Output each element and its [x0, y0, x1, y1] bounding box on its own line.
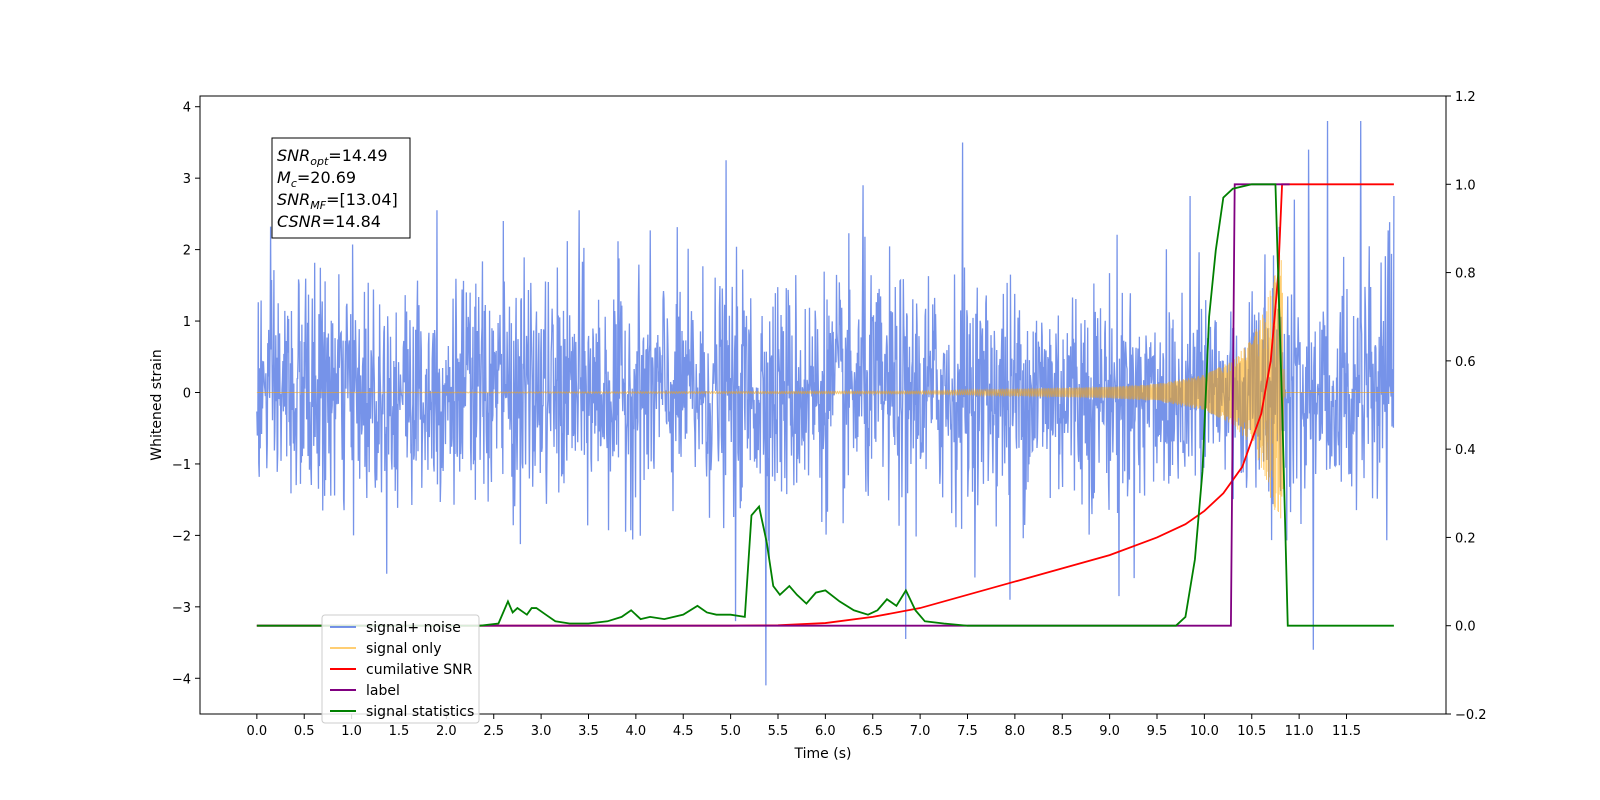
- annotation-frame: [271, 137, 411, 239]
- x-tick-label: 1.5: [389, 724, 410, 739]
- legend-frame: [321, 614, 480, 724]
- x-tick-label: 6.5: [862, 724, 883, 739]
- snr-annotation-box: SNRopt=14.49Mc=20.69SNRMF=[13.04]CSNR=14…: [271, 137, 411, 239]
- y2-axis-ticks: −0.2 0.0 0.2 0.4 0.6 0.8 1.0 1.2: [1446, 90, 1487, 723]
- annotation-line: Mc=20.69: [277, 168, 356, 190]
- x-tick-label: 9.0: [1099, 724, 1120, 739]
- annotation-line: CSNR=14.84: [277, 212, 381, 231]
- x-tick-label: 0.0: [247, 724, 268, 739]
- y-axis-label: Whitened strain: [149, 349, 165, 460]
- x-tick-label: 4.0: [626, 724, 647, 739]
- x-axis-ticks: 0.0 0.5 1.0 1.5 2.0 2.5 3.0 3.5 4.0 4.5 5.0 5.5 6.0 6…: [247, 714, 1361, 739]
- y2-tick-label: −0.2: [1455, 708, 1487, 723]
- signal-only-line: [256, 255, 1394, 519]
- y-tick-label: 0: [183, 386, 191, 401]
- x-tick-label: 11.5: [1332, 724, 1361, 739]
- x-tick-label: 3.0: [531, 724, 552, 739]
- x-tick-label: 5.0: [720, 724, 741, 739]
- x-tick-label: 9.5: [1147, 724, 1168, 739]
- x-tick-label: 3.5: [578, 724, 599, 739]
- legend-label: label: [366, 683, 400, 699]
- y2-tick-label: 0.0: [1455, 620, 1476, 635]
- y2-tick-label: 0.2: [1455, 531, 1476, 546]
- x-axis-label: Time (s): [794, 746, 852, 762]
- x-tick-label: 2.0: [436, 724, 457, 739]
- legend-label: signal only: [366, 641, 441, 657]
- y-tick-label: 1: [183, 315, 191, 330]
- y2-tick-label: 0.6: [1455, 355, 1476, 370]
- x-tick-label: 0.5: [294, 724, 315, 739]
- x-tick-label: 5.5: [768, 724, 789, 739]
- y-tick-label: 2: [183, 244, 191, 259]
- x-tick-label: 6.0: [815, 724, 836, 739]
- x-tick-label: 11.0: [1285, 724, 1314, 739]
- plot-frame: [199, 95, 1447, 715]
- x-tick-label: 8.5: [1052, 724, 1073, 739]
- signal-only-series: [256, 255, 1394, 519]
- x-tick-label: 2.5: [483, 724, 504, 739]
- annotation-line: SNRMF=[13.04]: [277, 190, 398, 212]
- legend-label: cumilative SNR: [366, 662, 473, 678]
- x-tick-label: 8.0: [1005, 724, 1026, 739]
- legend-label: signal statistics: [366, 704, 474, 720]
- legend-label: signal+ noise: [366, 620, 461, 636]
- y2-tick-label: 1.0: [1455, 178, 1476, 193]
- y-tick-label: −3: [172, 601, 191, 616]
- right-axis-series: [256, 183, 1394, 627]
- x-tick-label: 7.0: [910, 724, 931, 739]
- y-tick-label: −2: [172, 529, 191, 544]
- y2-tick-label: 0.8: [1455, 267, 1476, 282]
- y-tick-label: 4: [183, 101, 191, 116]
- legend: signal+ noise signal only cumilative SNR la…: [321, 614, 480, 724]
- y2-tick-label: 1.2: [1455, 90, 1476, 105]
- y-axis-ticks: −4 −3 −2 −1 0 1 2 3 4: [172, 101, 200, 687]
- y2-tick-label: 0.4: [1455, 443, 1476, 458]
- y-tick-label: −4: [172, 672, 191, 687]
- y-tick-label: −1: [172, 458, 191, 473]
- x-tick-label: 7.5: [957, 724, 978, 739]
- x-tick-label: 10.0: [1190, 724, 1219, 739]
- cumilative-snr-line: [256, 183, 1394, 627]
- y-tick-label: 3: [183, 172, 191, 187]
- x-tick-label: 10.5: [1237, 724, 1266, 739]
- x-tick-label: 4.5: [673, 724, 694, 739]
- signal-statistics-line: [256, 183, 1394, 627]
- x-tick-label: 1.0: [341, 724, 362, 739]
- annotation-line: SNRopt=14.49: [277, 146, 388, 168]
